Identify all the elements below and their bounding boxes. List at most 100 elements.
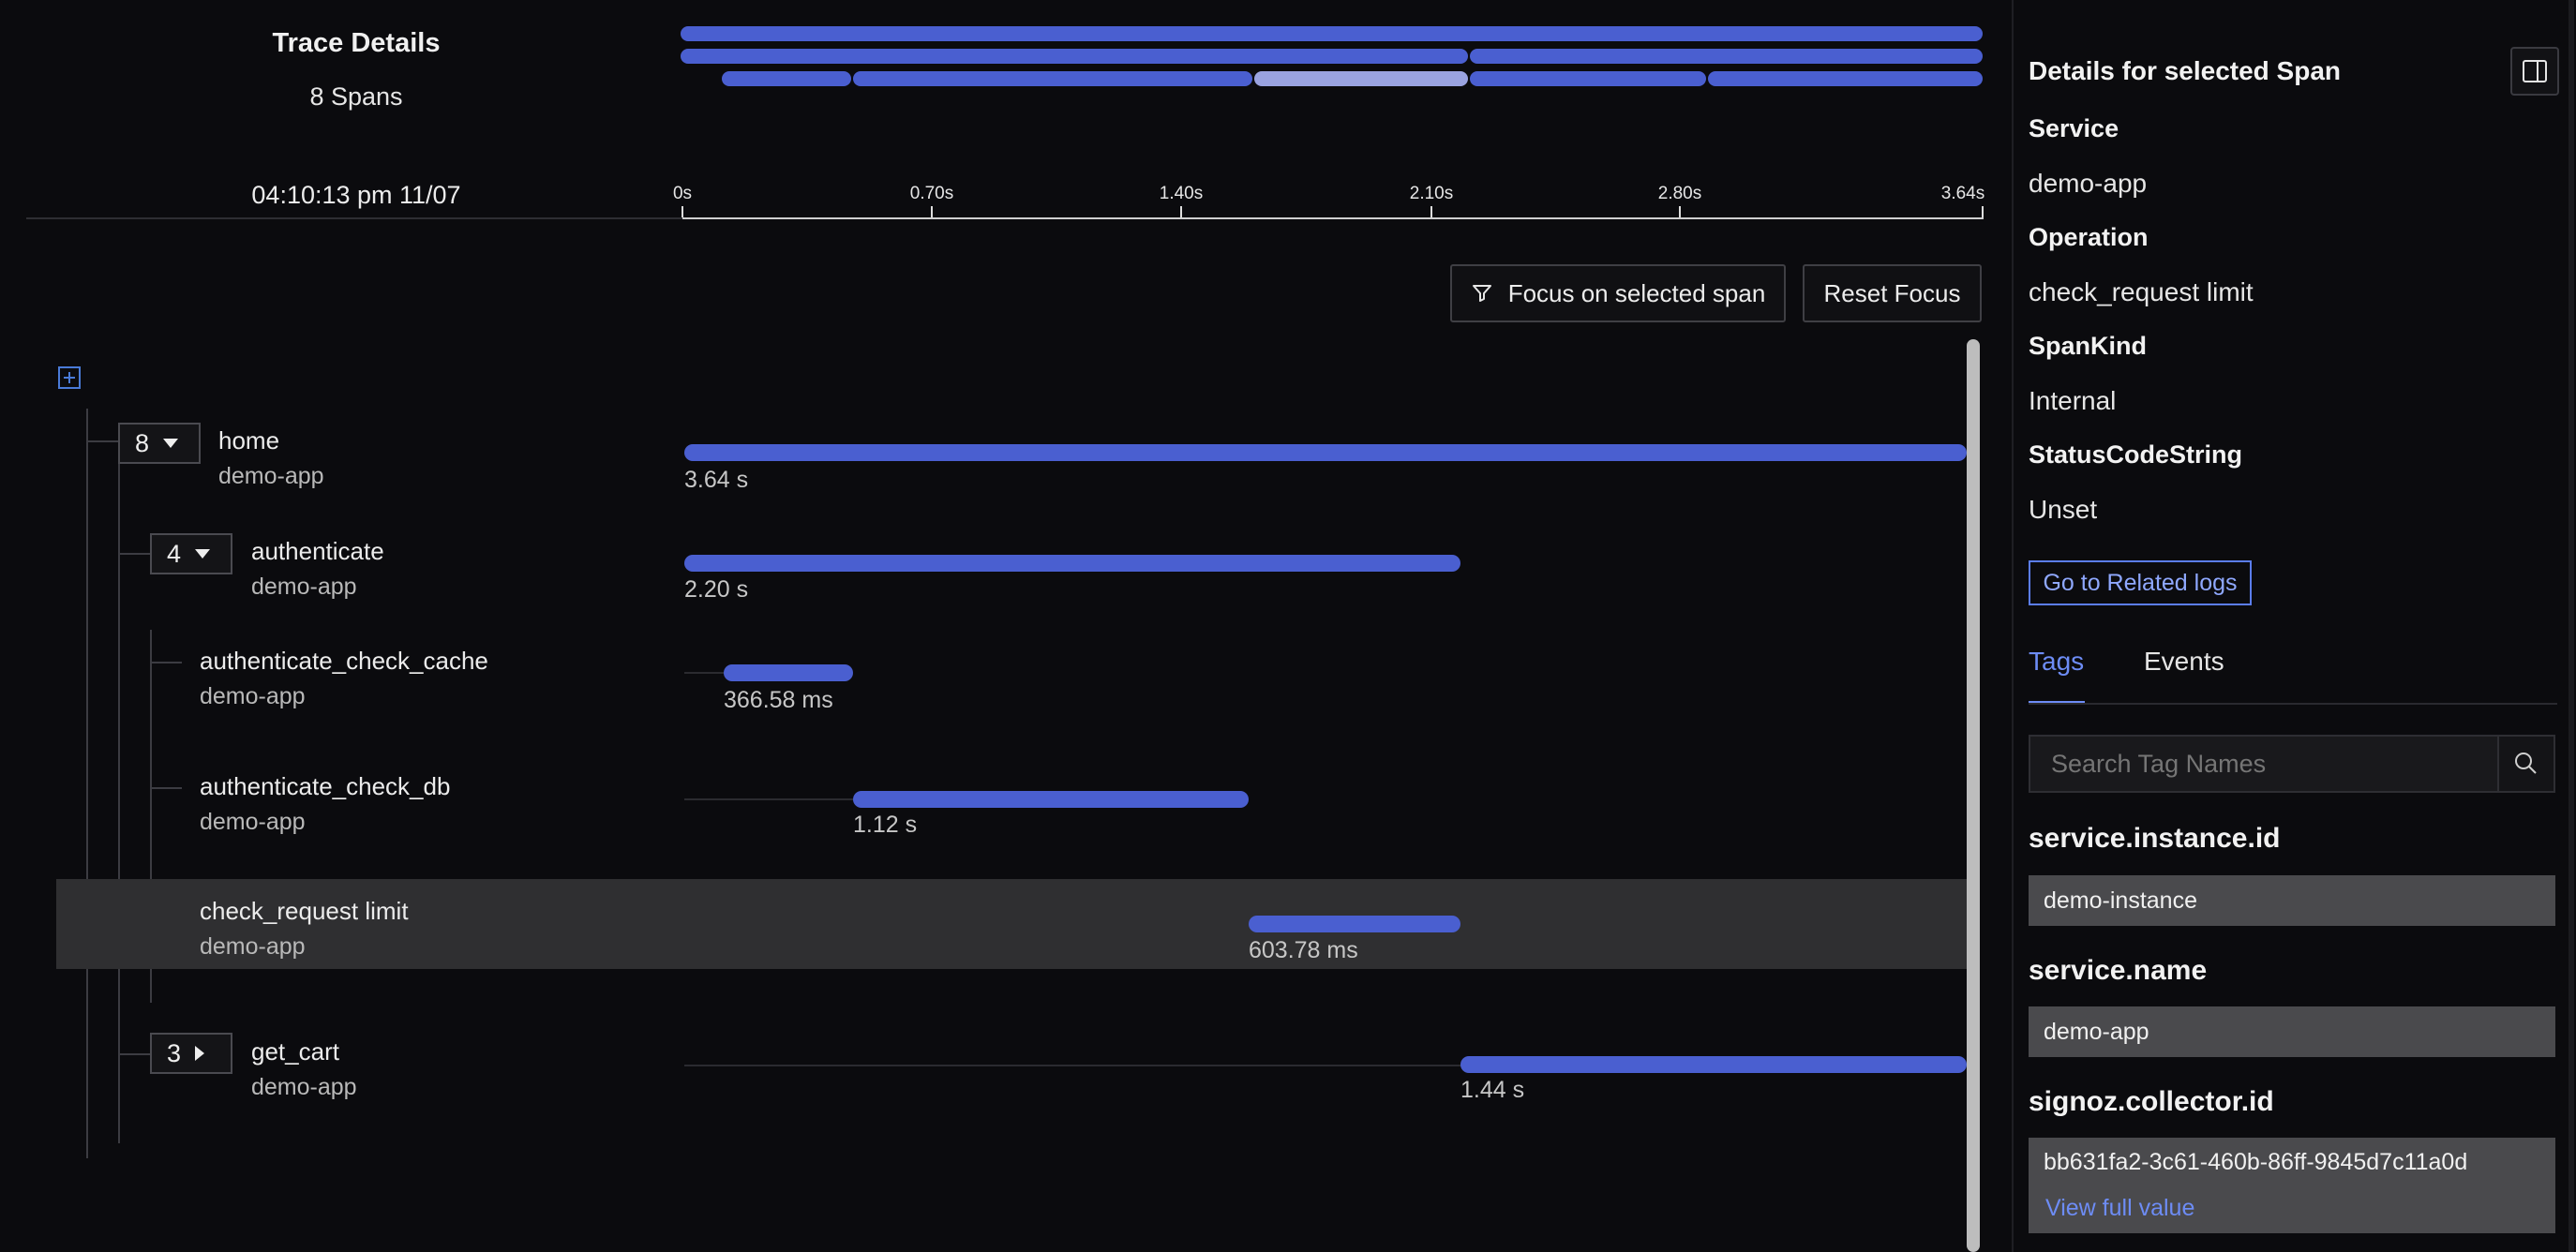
tag-value-signoz-collector-id: bb631fa2-3c61-460b-86ff-9845d7c11a0d [2044, 1149, 2468, 1175]
span-bar-home[interactable] [684, 444, 1967, 461]
tag-key-service-name: service.name [2029, 955, 2208, 986]
span-duration-get-cart: 1.44 s [1460, 1077, 1525, 1103]
tick-label-0: 0s [672, 184, 693, 203]
span-bar-get-cart[interactable] [1460, 1056, 1967, 1073]
tick-4 [1679, 206, 1681, 219]
tag-search-input[interactable] [2029, 735, 2497, 793]
span-offset-line [684, 1065, 1460, 1066]
status-value: Unset [2029, 495, 2098, 524]
trace-minimap[interactable] [681, 26, 1984, 92]
view-full-value-link[interactable]: View full value [2045, 1195, 2195, 1221]
span-name-check-request-limit: check_request limit [200, 897, 409, 925]
collapse-toggle-authenticate[interactable]: 4 [150, 533, 232, 574]
trace-timestamp: 04:10:13 pm 11/07 [251, 181, 461, 209]
span-duration-authenticate-check-db: 1.12 s [853, 812, 918, 838]
tag-value-service-name: demo-app [2029, 1006, 2555, 1057]
tick-0 [681, 206, 683, 219]
reset-focus-button[interactable]: Reset Focus [1803, 264, 1982, 322]
minimap-bar-check-cache [722, 71, 851, 86]
operation-value: check_request limit [2029, 277, 2254, 306]
tick-1 [931, 206, 933, 219]
span-bar-authenticate-check-cache[interactable] [724, 664, 853, 681]
span-name-authenticate: authenticate [251, 537, 384, 565]
operation-label: Operation [2029, 223, 2149, 251]
tree-branch-check-db [150, 787, 182, 789]
tick-label-2: 1.40s [1159, 184, 1204, 203]
status-label: StatusCodeString [2029, 440, 2243, 469]
panel-divider [2012, 0, 2014, 1252]
span-service-authenticate-check-db: demo-app [200, 809, 306, 835]
spankind-value: Internal [2029, 386, 2117, 415]
minimap-bar-authenticate [681, 49, 1468, 64]
span-bar-authenticate[interactable] [684, 555, 1460, 572]
tick-label-5: 3.64s [1940, 184, 1985, 203]
tag-search-button[interactable] [2497, 735, 2555, 793]
tree-line-home [118, 461, 120, 1143]
tag-value-signoz-collector-id-box: bb631fa2-3c61-460b-86ff-9845d7c11a0d Vie… [2029, 1138, 2555, 1233]
span-bar-authenticate-check-db[interactable] [853, 791, 1249, 808]
caret-down-icon [163, 439, 179, 448]
caret-right-icon [195, 1046, 205, 1061]
caret-down-icon [195, 549, 211, 559]
child-count-get-cart: 3 [167, 1038, 182, 1067]
tree-line-root [86, 409, 88, 1158]
minimap-bar-check-db [853, 71, 1252, 86]
span-name-home: home [218, 426, 280, 455]
span-bar-check-request-limit[interactable] [1249, 916, 1460, 932]
tick-2 [1180, 206, 1182, 219]
focus-selected-span-button[interactable]: Focus on selected span [1450, 264, 1786, 322]
sidebar-toggle-icon [2523, 60, 2547, 82]
span-duration-authenticate: 2.20 s [684, 576, 749, 603]
tick-3 [1430, 206, 1432, 219]
selected-row-highlight [56, 879, 1967, 969]
span-list-scrollbar[interactable] [1967, 339, 1980, 1252]
span-duration-check-request-limit: 603.78 ms [1249, 937, 1358, 963]
minimap-bar-get-cart-child-2 [1708, 71, 1983, 86]
service-label: Service [2029, 114, 2119, 142]
toggle-panel-button[interactable] [2510, 47, 2559, 96]
tree-branch-check-cache [150, 662, 182, 663]
expand-all-button[interactable] [58, 366, 81, 389]
tag-key-signoz-collector-id: signoz.collector.id [2029, 1086, 2274, 1117]
child-count-home: 8 [135, 428, 150, 457]
minimap-bar-get-cart [1470, 49, 1983, 64]
tick-label-4: 2.80s [1657, 184, 1702, 203]
child-count-authenticate: 4 [167, 539, 182, 568]
tree-branch-authenticate [118, 553, 150, 555]
details-title: Details for selected Span [2029, 56, 2342, 85]
tag-value-service-instance-id: demo-instance [2029, 875, 2555, 926]
collapse-toggle-get-cart[interactable]: 3 [150, 1033, 232, 1074]
minimap-bar-home [681, 26, 1983, 41]
time-axis-line [682, 217, 1984, 219]
span-offset-line [684, 672, 724, 674]
plus-icon [64, 372, 75, 383]
span-service-get-cart: demo-app [251, 1074, 357, 1100]
service-value: demo-app [2029, 169, 2148, 198]
span-duration-authenticate-check-cache: 366.58 ms [724, 687, 833, 713]
tab-tags[interactable]: Tags [2029, 647, 2085, 676]
focus-selected-span-label: Focus on selected span [1507, 278, 1766, 307]
tree-branch-get-cart [118, 1053, 150, 1055]
span-service-home: demo-app [218, 463, 324, 489]
span-service-authenticate-check-cache: demo-app [200, 683, 306, 709]
minimap-bar-get-cart-child-1 [1470, 71, 1706, 86]
tag-key-service-instance-id: service.instance.id [2029, 823, 2281, 854]
tree-branch-home [86, 440, 118, 442]
tab-events[interactable]: Events [2144, 647, 2224, 676]
span-duration-home: 3.64 s [684, 467, 749, 493]
tick-label-1: 0.70s [909, 184, 954, 203]
related-logs-button[interactable]: Go to Related logs [2029, 560, 2252, 605]
tick-5 [1982, 206, 1984, 219]
span-name-authenticate-check-cache: authenticate_check_cache [200, 647, 488, 675]
search-icon [2515, 753, 2537, 774]
span-count: 8 Spans [309, 82, 403, 111]
span-name-authenticate-check-db: authenticate_check_db [200, 772, 451, 800]
panel-scrollbar[interactable] [2569, 0, 2574, 1252]
tab-active-indicator [2029, 701, 2085, 704]
tick-label-3: 2.10s [1409, 184, 1454, 203]
span-service-authenticate: demo-app [251, 574, 357, 600]
collapse-toggle-home[interactable]: 8 [118, 423, 201, 464]
span-service-check-request-limit: demo-app [200, 933, 306, 960]
tabs-divider [2029, 703, 2557, 705]
span-offset-line [684, 798, 853, 800]
